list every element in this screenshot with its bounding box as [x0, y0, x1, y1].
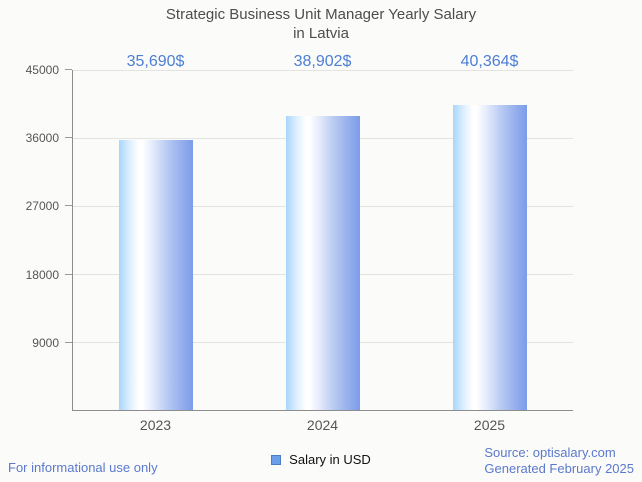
y-tick: 36000 [0, 131, 72, 145]
chart-title-line2: in Latvia [293, 24, 349, 42]
legend: Salary in USD [0, 452, 642, 467]
disclaimer-text: For informational use only [8, 460, 158, 475]
generated-text: Generated February 2025 [484, 461, 634, 477]
y-tick-mark [65, 341, 72, 343]
y-tick-label: 9000 [32, 335, 59, 350]
bar-slot-2023 [73, 70, 240, 410]
gridline [73, 70, 573, 71]
legend-label: Salary in USD [289, 452, 371, 467]
bar-slot-2024 [240, 70, 407, 410]
y-tick-mark [65, 205, 72, 207]
legend-swatch-icon [271, 454, 282, 465]
y-tick-label: 36000 [25, 131, 59, 146]
bar-value-label-2023: 35,690$ [126, 53, 185, 70]
bar-value-labels: 35,690$ 38,902$ 40,364$ [72, 52, 573, 72]
bar-2025 [452, 105, 527, 410]
y-axis: 45000 36000 27000 18000 9000 [0, 63, 72, 411]
x-label-2023: 2023 [139, 417, 172, 433]
y-tick: 45000 [0, 63, 72, 77]
bar-value-label-2025: 40,364$ [460, 53, 519, 70]
y-tick-mark [65, 273, 72, 275]
y-tick-mark [65, 69, 72, 70]
y-tick-label: 27000 [25, 199, 59, 214]
bars-group [73, 70, 573, 410]
source-block: Source: optisalary.com Generated Februar… [484, 445, 634, 478]
bar-2023 [119, 140, 194, 410]
y-tick: 18000 [0, 268, 72, 282]
x-label-2025: 2025 [473, 417, 506, 433]
x-axis-labels: 2023 2024 2025 [72, 416, 573, 434]
bar-value-label-2024: 38,902$ [293, 53, 352, 70]
x-label-2024: 2024 [306, 417, 339, 433]
chart-title-line1: Strategic Business Unit Manager Yearly S… [165, 6, 477, 23]
y-tick-label: 18000 [25, 267, 59, 282]
y-tick: 9000 [0, 336, 72, 350]
y-tick-mark [65, 137, 72, 139]
chart-title: Strategic Business Unit Manager Yearly S… [0, 6, 642, 44]
y-tick: 27000 [0, 199, 72, 213]
source-text: Source: optisalary.com [484, 445, 616, 460]
y-tick-label: 45000 [25, 63, 59, 77]
plot-area [72, 70, 573, 411]
bar-2024 [286, 116, 360, 410]
bar-slot-2025 [406, 70, 573, 410]
